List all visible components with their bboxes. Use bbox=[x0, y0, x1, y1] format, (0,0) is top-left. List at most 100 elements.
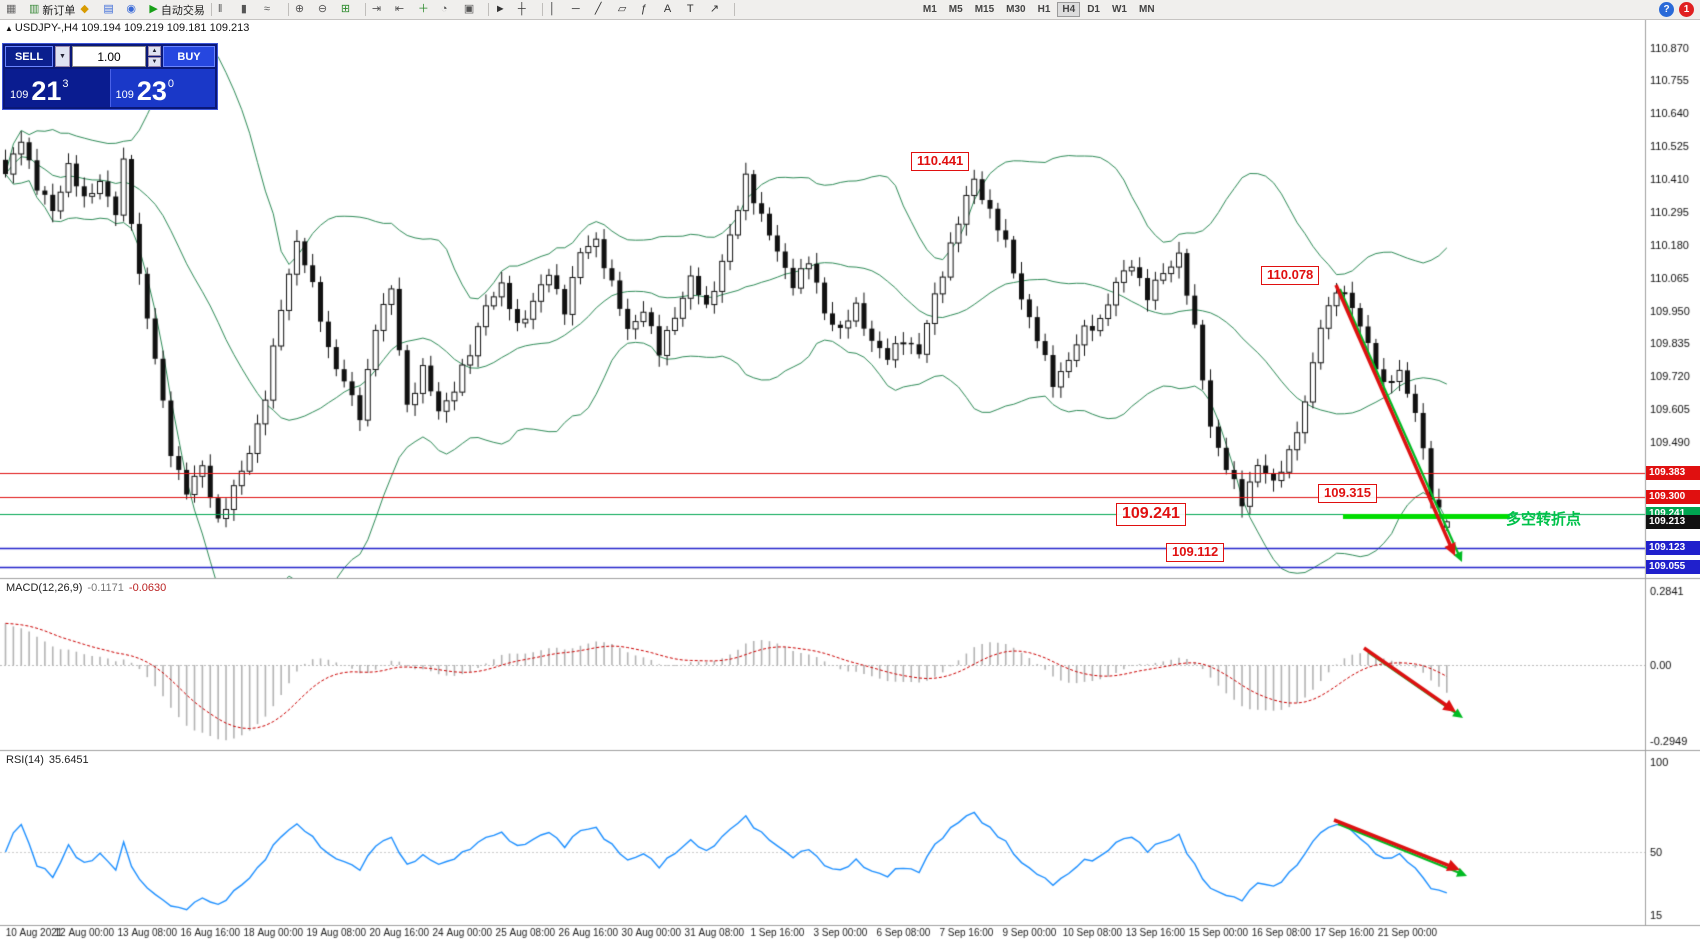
price-annotation[interactable]: 109.241 bbox=[1116, 503, 1186, 526]
sell-price-display[interactable]: 109 21 3 bbox=[5, 69, 110, 107]
order-type-dropdown[interactable]: ▼ bbox=[55, 46, 70, 67]
timeframe-m30[interactable]: M30 bbox=[1006, 4, 1026, 15]
timeframe-h4[interactable]: H4 bbox=[1057, 2, 1081, 17]
zoom-in-icon[interactable]: ⊕ bbox=[293, 2, 315, 18]
period-icon[interactable]: ◔ bbox=[439, 2, 461, 18]
crosshair-icon: ┼ bbox=[517, 3, 526, 15]
toolbar-right-group: ? 1 bbox=[1659, 2, 1696, 17]
zoom-out-icon: ⊖ bbox=[317, 3, 328, 15]
template-icon[interactable]: ▣ bbox=[462, 2, 484, 18]
navigator-icon: ◉ bbox=[126, 3, 137, 15]
lot-size-stepper: ▲ ▼ bbox=[148, 46, 161, 67]
lot-increase-button[interactable]: ▲ bbox=[148, 46, 161, 56]
rsi-label: RSI(14) bbox=[6, 754, 44, 766]
candlestick-chart-icon[interactable]: ▮ bbox=[239, 2, 261, 18]
auto-scroll-icon[interactable]: ⇥ bbox=[370, 2, 392, 18]
cursor-icon: ► bbox=[494, 3, 506, 15]
market-watch-icon[interactable]: ▤ bbox=[101, 2, 123, 18]
autotrading-button-label: 自动交易 bbox=[160, 4, 205, 17]
channel-icon[interactable]: ▱ bbox=[616, 2, 638, 18]
text-icon: A bbox=[663, 3, 672, 15]
trendline-icon[interactable]: ╱ bbox=[593, 2, 615, 18]
toolbar-separator bbox=[733, 3, 735, 16]
bar-chart-icon[interactable]: ǁ bbox=[216, 2, 238, 18]
lot-size-input[interactable] bbox=[72, 46, 146, 67]
turning-point-text[interactable]: 多空转折点 bbox=[1506, 511, 1582, 528]
timeframe-m15[interactable]: M15 bbox=[974, 4, 995, 15]
mql5-wizard-icon: ◆ bbox=[80, 3, 89, 15]
horizontal-line-icon[interactable]: ─ bbox=[570, 2, 592, 18]
chart-shift-icon[interactable]: ⇤ bbox=[393, 2, 415, 18]
chart-shift-icon: ⇤ bbox=[394, 3, 405, 15]
lot-decrease-button[interactable]: ▼ bbox=[148, 57, 161, 67]
timeframe-h1[interactable]: H1 bbox=[1037, 4, 1051, 15]
price-annotation[interactable]: 110.078 bbox=[1261, 266, 1320, 285]
crosshair-icon[interactable]: ┼ bbox=[516, 2, 538, 18]
auto-scroll-icon: ⇥ bbox=[371, 3, 382, 15]
new-order-button[interactable]: ▥ 新订单 bbox=[27, 2, 77, 18]
vertical-line-icon[interactable]: │ bbox=[547, 2, 569, 18]
price-annotation[interactable]: 109.315 bbox=[1318, 484, 1377, 503]
toolbar-separator bbox=[487, 3, 489, 16]
macd-main-value: -0.1171 bbox=[87, 582, 124, 594]
label-icon[interactable]: T bbox=[685, 2, 707, 18]
timeframe-m5[interactable]: M5 bbox=[948, 4, 963, 15]
new-order-button-label: 新订单 bbox=[42, 4, 76, 17]
label-icon: T bbox=[686, 3, 694, 15]
bar-chart-icon: ǁ bbox=[217, 3, 223, 15]
mql5-wizard-icon[interactable]: ◆ bbox=[78, 2, 100, 18]
macd-label: MACD(12,26,9) bbox=[6, 582, 83, 594]
horizontal-line-icon: ─ bbox=[571, 3, 580, 15]
period-icon: ◔ bbox=[440, 3, 448, 15]
community-icon[interactable]: ? bbox=[1659, 2, 1674, 17]
price-axis-tag: 109.123 bbox=[1646, 540, 1700, 555]
price-annotation[interactable]: 109.112 bbox=[1166, 543, 1225, 562]
chart-window-icon[interactable]: ▦ bbox=[4, 2, 26, 18]
candlestick-chart-icon: ▮ bbox=[240, 3, 247, 15]
line-chart-icon[interactable]: ≈ bbox=[262, 2, 284, 18]
trendline-icon: ╱ bbox=[594, 3, 602, 15]
price-annotation[interactable]: 110.441 bbox=[911, 152, 970, 171]
timeframe-w1[interactable]: W1 bbox=[1111, 4, 1127, 15]
vertical-line-icon: │ bbox=[548, 3, 556, 15]
price-axis-tag: 109.055 bbox=[1646, 560, 1700, 574]
rsi-value: 35.6451 bbox=[48, 754, 89, 766]
rsi-indicator-label: RSI(14) 35.6451 bbox=[6, 754, 89, 766]
tile-windows-icon: ⊞ bbox=[340, 3, 351, 15]
fibonacci-icon: ƒ bbox=[640, 3, 647, 15]
toolbar-separator bbox=[364, 3, 366, 16]
new-order-icon: ▥ bbox=[29, 3, 40, 15]
toolbar-separator bbox=[541, 3, 543, 16]
fibonacci-icon[interactable]: ƒ bbox=[639, 2, 661, 18]
market-watch-icon: ▤ bbox=[103, 3, 114, 15]
channel-icon: ▱ bbox=[617, 3, 627, 15]
symbol-direction-icon: ▲ bbox=[5, 24, 13, 33]
add-indicator-icon[interactable]: ＋ bbox=[416, 2, 438, 18]
buy-price-pip: 0 bbox=[167, 78, 175, 90]
navigator-icon[interactable]: ◉ bbox=[124, 2, 146, 18]
buy-button[interactable]: BUY bbox=[163, 46, 215, 67]
cursor-icon[interactable]: ► bbox=[493, 2, 515, 18]
buy-price-main: 23 bbox=[136, 76, 167, 107]
shapes-icon: ↗ bbox=[709, 3, 720, 15]
tile-windows-icon[interactable]: ⊞ bbox=[339, 2, 361, 18]
sell-button[interactable]: SELL bbox=[5, 46, 53, 67]
chart-window-icon: ▦ bbox=[6, 3, 17, 15]
autotrading-icon: ▶ bbox=[149, 3, 158, 15]
buy-price-prefix: 109 bbox=[115, 89, 134, 101]
zoom-out-icon[interactable]: ⊖ bbox=[316, 2, 338, 18]
shapes-icon[interactable]: ↗ bbox=[708, 2, 730, 18]
timeframe-d1[interactable]: D1 bbox=[1087, 4, 1100, 15]
text-icon[interactable]: A bbox=[662, 2, 684, 18]
buy-price-display[interactable]: 109 23 0 bbox=[109, 69, 215, 107]
add-indicator-icon: ＋ bbox=[417, 3, 429, 15]
toolbar-separator bbox=[287, 3, 289, 16]
chart-ohlc-info: ▲ USDJPY-,H4 109.194 109.219 109.181 109.… bbox=[5, 22, 249, 34]
autotrading-button[interactable]: ▶ 自动交易 bbox=[147, 2, 206, 18]
sell-price-prefix: 109 bbox=[10, 89, 29, 101]
price-axis-tag: 109.213 bbox=[1646, 514, 1700, 529]
timeframe-m1[interactable]: M1 bbox=[922, 4, 937, 15]
notification-badge[interactable]: 1 bbox=[1679, 2, 1694, 17]
timeframe-mn[interactable]: MN bbox=[1138, 4, 1155, 15]
